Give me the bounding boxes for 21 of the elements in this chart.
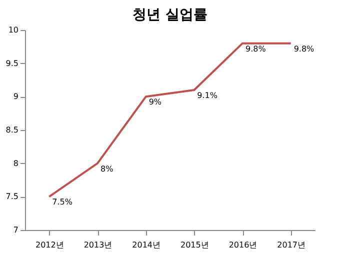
chart-title: 청년 실업률 xyxy=(132,7,208,23)
x-tick-label: 2015년 xyxy=(180,240,209,250)
y-tick-label: 7.5 xyxy=(6,192,18,202)
data-label: 9.1% xyxy=(197,91,218,100)
x-tick-label: 2017년 xyxy=(277,240,306,250)
x-tick-label: 2014년 xyxy=(132,240,161,250)
x-tick-label: 2016년 xyxy=(228,240,258,250)
y-tick-label: 8.5 xyxy=(6,126,18,134)
y-tick-label: 9.5 xyxy=(6,58,18,68)
y-tick-label: 8 xyxy=(13,158,18,168)
x-tick-label: 2013년 xyxy=(84,240,112,250)
line-series xyxy=(48,42,292,198)
data-label: 9.8% xyxy=(294,44,315,54)
data-label: 9% xyxy=(148,98,162,107)
data-label: 9.8% xyxy=(246,44,266,54)
y-tick-label: 7 xyxy=(13,226,18,234)
data-label: 8% xyxy=(100,164,114,174)
y-tick-label: 10 xyxy=(8,26,18,34)
data-label: 7.5% xyxy=(52,198,73,207)
y-tick-label: 9 xyxy=(13,92,18,102)
x-tick-label: 2012년 xyxy=(35,240,64,250)
